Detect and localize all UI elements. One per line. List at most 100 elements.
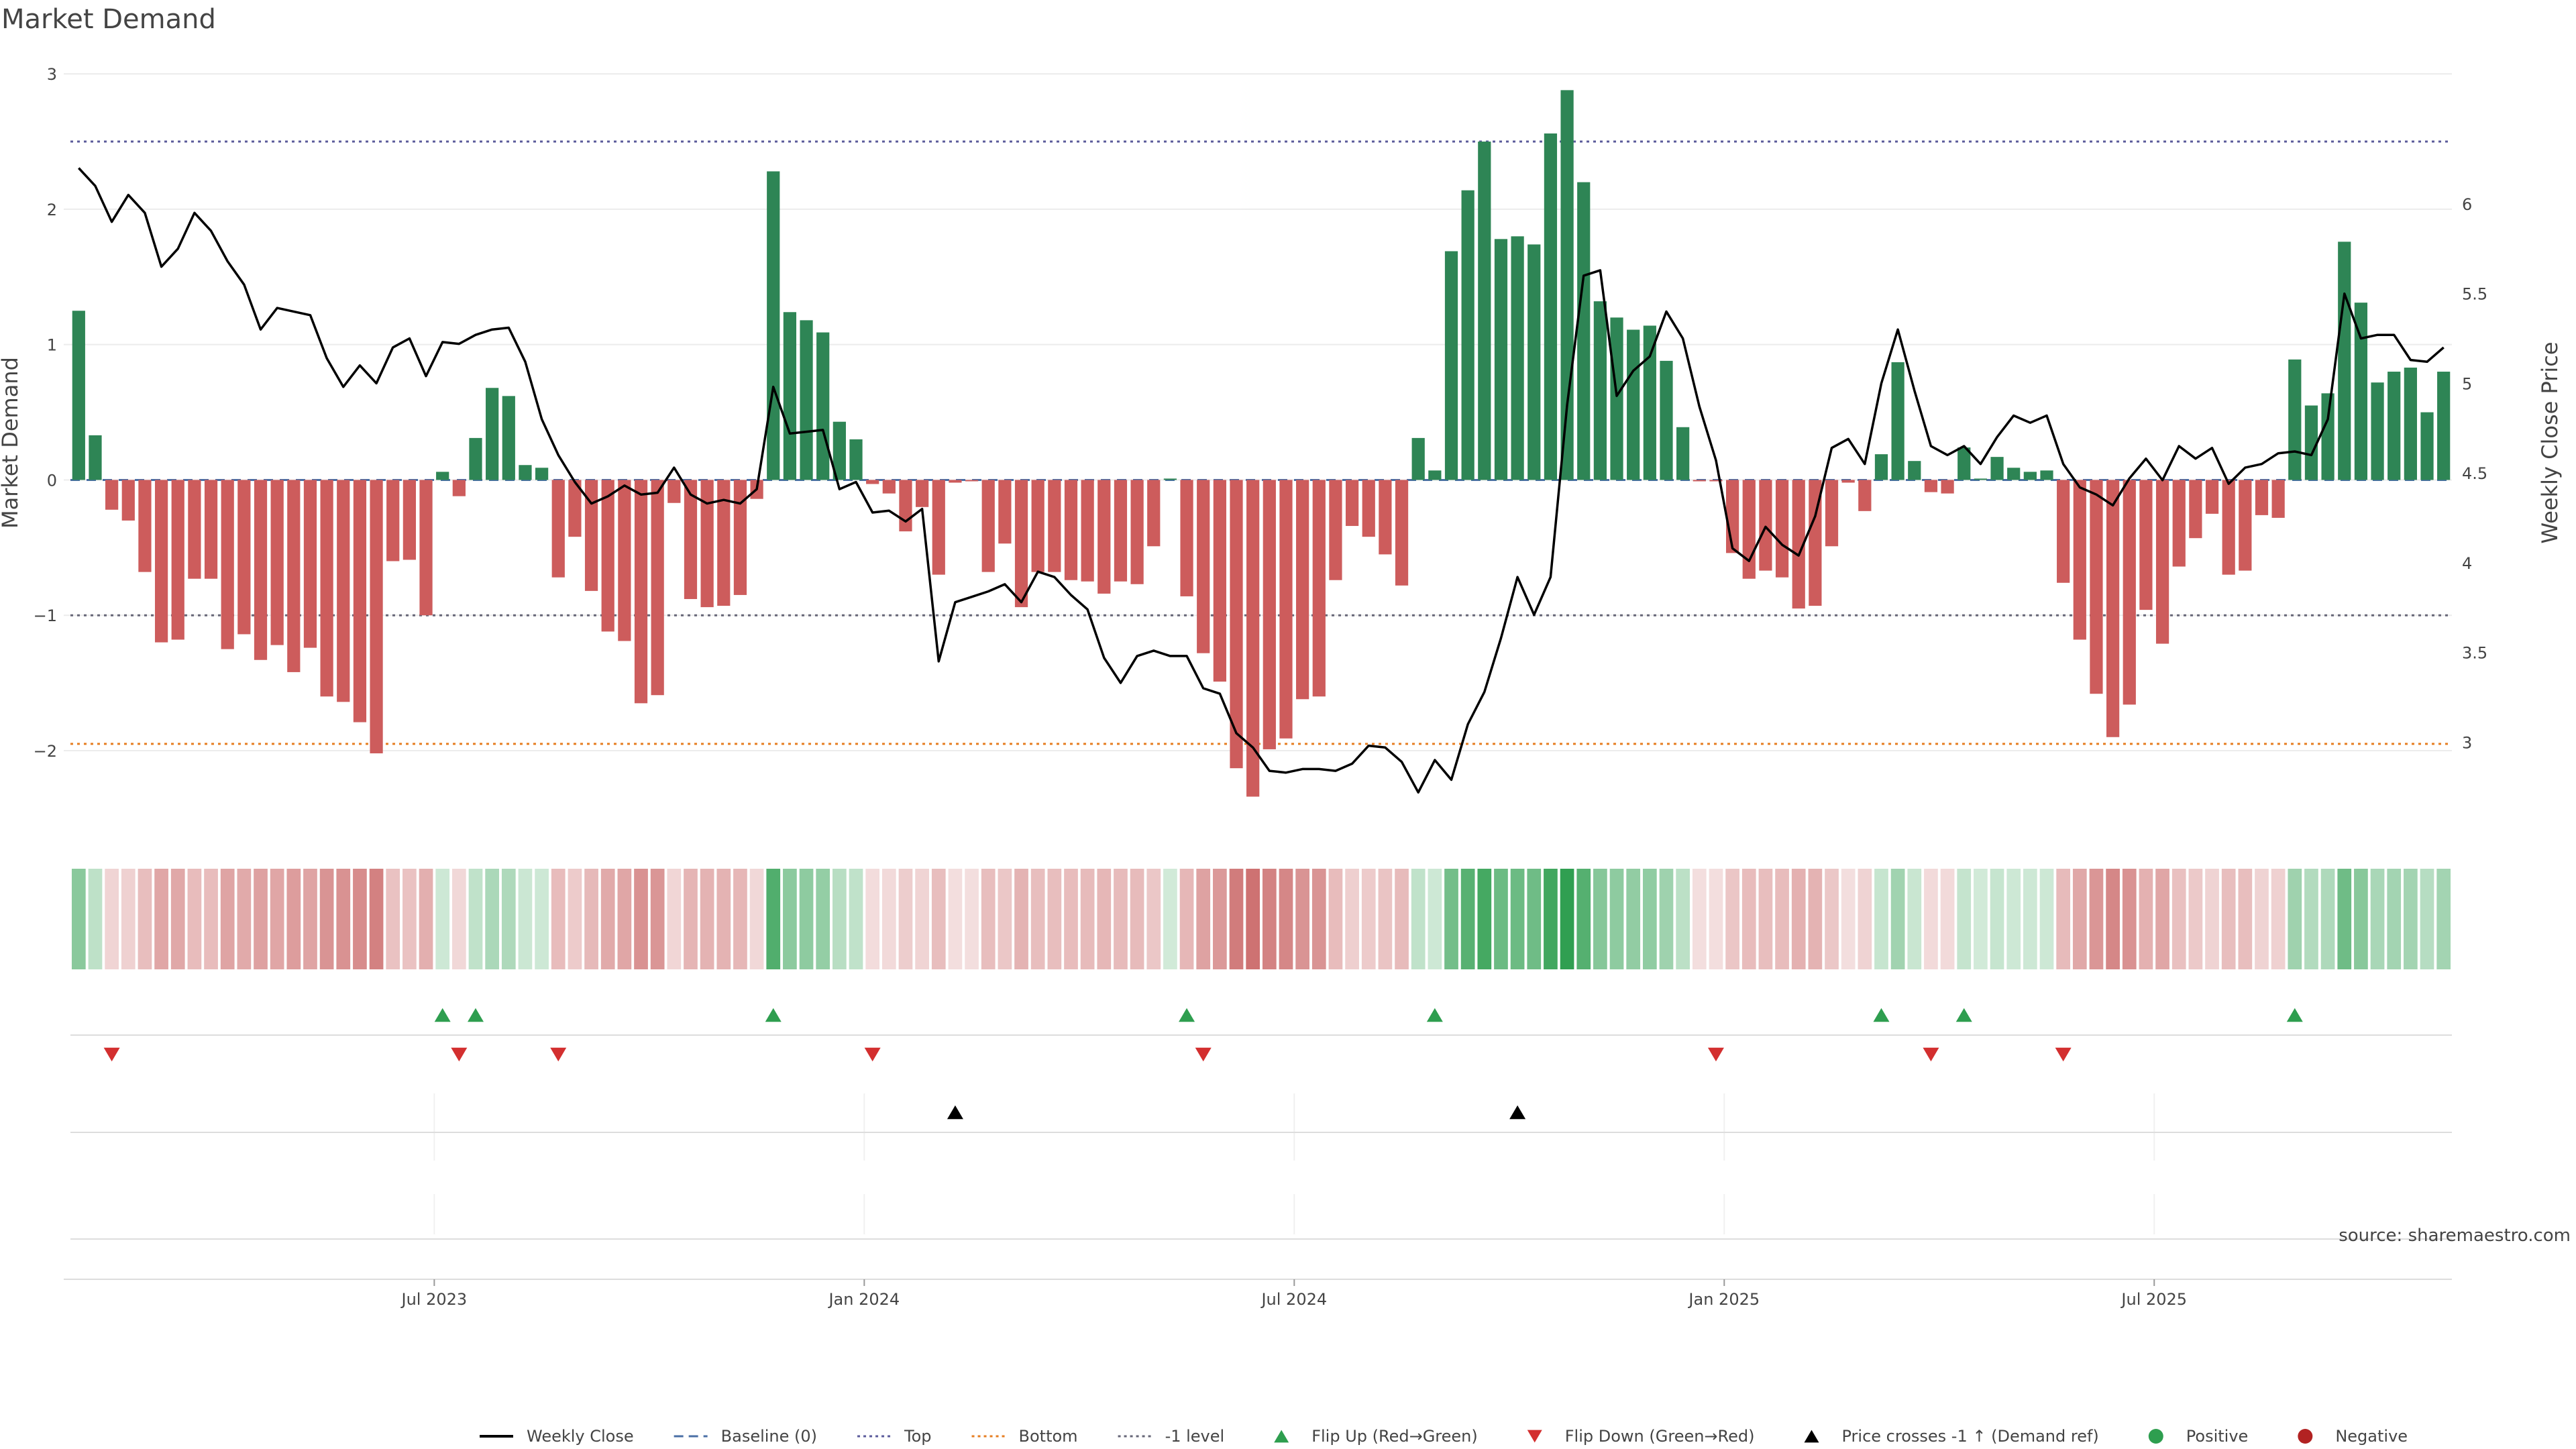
demand-bar xyxy=(1957,447,1971,480)
demand-bar xyxy=(1841,480,1855,483)
heat-cell xyxy=(1692,869,1707,969)
flip-down-marker xyxy=(864,1047,881,1062)
time-tick-label: Jul 2025 xyxy=(2120,1290,2187,1309)
left-tick-label: 0 xyxy=(47,471,57,490)
heat-cell xyxy=(1047,869,1062,969)
heat-cell xyxy=(1858,869,1872,969)
demand-bar xyxy=(2255,480,2269,515)
demand-bar xyxy=(1130,480,1144,584)
price-cross-marker xyxy=(947,1105,963,1120)
demand-bar xyxy=(1114,480,1128,582)
legend-item: -1 level xyxy=(1118,1427,1224,1446)
heat-cell xyxy=(2320,869,2335,969)
heat-cell xyxy=(931,869,946,969)
legend-label: Flip Up (Red→Green) xyxy=(1311,1427,1478,1446)
heat-cell xyxy=(617,869,632,969)
demand-bar xyxy=(1742,480,1756,579)
heat-cell xyxy=(1378,869,1393,969)
demand-bar xyxy=(767,171,780,480)
demand-bar xyxy=(1610,317,1623,480)
heat-cell xyxy=(2370,869,2385,969)
demand-bar xyxy=(866,480,879,484)
heat-cell xyxy=(2171,869,2186,969)
legend-label: Price crosses -1 ↑ (Demand ref) xyxy=(1842,1427,2099,1446)
demand-bar xyxy=(1511,236,1524,480)
demand-bar xyxy=(2106,480,2120,737)
legend-item: Negative xyxy=(2298,1427,2408,1446)
demand-bar xyxy=(700,480,714,608)
demand-bar xyxy=(800,320,813,480)
heat-cell xyxy=(1510,869,1525,969)
demand-bar xyxy=(1048,480,1061,572)
right-tick-label: 5 xyxy=(2462,374,2472,393)
heat-cell xyxy=(965,869,979,969)
demand-bar xyxy=(1709,480,1723,482)
demand-bar xyxy=(105,480,119,510)
heat-cell xyxy=(816,869,830,969)
heat-cell xyxy=(2205,869,2219,969)
demand-bar xyxy=(601,480,614,632)
demand-bar xyxy=(2271,480,2285,518)
heat-cell xyxy=(865,869,880,969)
heat-cell xyxy=(402,869,417,969)
legend-item: Baseline (0) xyxy=(674,1427,817,1446)
legend-item: Flip Down (Green→Red) xyxy=(1527,1427,1755,1446)
demand-bar xyxy=(370,480,383,753)
left-tick-label: 3 xyxy=(47,65,57,84)
demand-bar xyxy=(436,472,449,480)
heat-cell xyxy=(2188,869,2203,969)
heat-cell xyxy=(303,869,317,969)
heat-cell xyxy=(270,869,284,969)
legend-item: Flip Up (Red→Green) xyxy=(1274,1427,1478,1446)
heat-cell xyxy=(1709,869,1723,969)
heat-cell xyxy=(1345,869,1359,969)
demand-bar xyxy=(733,480,747,595)
heat-cell xyxy=(733,869,747,969)
heat-cell xyxy=(170,869,185,969)
demand-bar xyxy=(1676,427,1690,480)
demand-bar xyxy=(833,421,846,480)
flip-up-marker xyxy=(1179,1008,1195,1022)
heat-cell xyxy=(2420,869,2434,969)
demand-bar xyxy=(684,480,698,599)
demand-bar xyxy=(1809,480,1822,606)
demand-bar xyxy=(1163,478,1177,480)
right-tick-label: 5.5 xyxy=(2462,285,2487,304)
demand-bar xyxy=(634,480,648,704)
flip-up-marker xyxy=(2286,1008,2303,1022)
demand-bar xyxy=(916,480,929,507)
heat-cell xyxy=(1544,869,1558,969)
demand-bar xyxy=(254,480,268,660)
heat-cell xyxy=(353,869,367,969)
demand-bar xyxy=(2354,303,2368,480)
demand-bar xyxy=(717,480,731,606)
demand-bar xyxy=(1197,480,1210,653)
demand-bar xyxy=(386,480,400,561)
right-axis-ticks: 6 5.5 5 4.5 4 3.5 3 xyxy=(2462,195,2487,752)
heat-cell xyxy=(2387,869,2402,969)
demand-bar xyxy=(1924,480,1938,492)
heat-cell xyxy=(600,869,615,969)
demand-bar xyxy=(1064,480,1078,580)
heat-cell xyxy=(568,869,582,969)
legend-label: Bottom xyxy=(1019,1427,1078,1446)
demand-bar xyxy=(188,480,201,579)
weekly-close-line xyxy=(78,167,2445,794)
time-axis: Jul 2023 Jan 2024 Jul 2024 Jan 2025 Jul 2025 xyxy=(64,1279,2452,1309)
demand-bar xyxy=(965,480,979,482)
demand-bar xyxy=(1362,480,1375,537)
heat-cell xyxy=(1676,869,1690,969)
demand-bar xyxy=(1974,478,1988,480)
heat-cell xyxy=(518,869,533,969)
heat-cell xyxy=(766,869,781,969)
demand-bar xyxy=(2420,412,2434,480)
heat-cell xyxy=(1213,869,1227,969)
demand-bar xyxy=(1627,329,1640,480)
demand-bar xyxy=(337,480,350,702)
heat-cell xyxy=(2304,869,2318,969)
demand-bar xyxy=(584,480,598,591)
demand-bar xyxy=(1428,470,1442,480)
demand-heat-strip xyxy=(71,869,2451,969)
demand-bar xyxy=(1395,480,1409,586)
legend-swatch xyxy=(1274,1430,1289,1443)
